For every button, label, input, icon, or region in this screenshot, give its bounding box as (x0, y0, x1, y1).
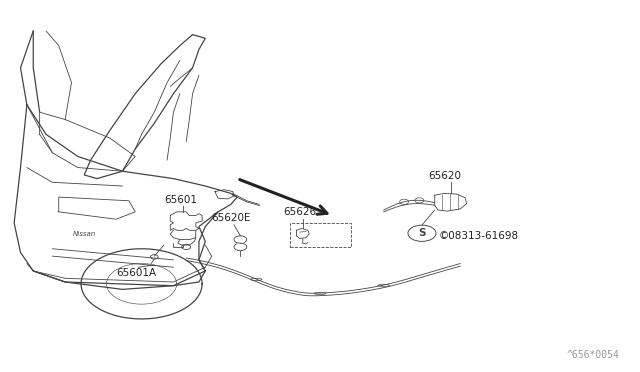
Text: ©08313-61698: ©08313-61698 (438, 231, 518, 241)
Text: 65620: 65620 (428, 171, 461, 181)
Text: S: S (418, 228, 426, 238)
Bar (290, 223, 351, 247)
Text: 65601A: 65601A (116, 268, 156, 278)
Text: 65626: 65626 (284, 207, 317, 217)
Text: Nissan: Nissan (72, 231, 96, 237)
Text: ^656*0054: ^656*0054 (566, 350, 620, 359)
Text: 65620E: 65620E (212, 213, 251, 223)
Text: 65601: 65601 (164, 195, 197, 205)
